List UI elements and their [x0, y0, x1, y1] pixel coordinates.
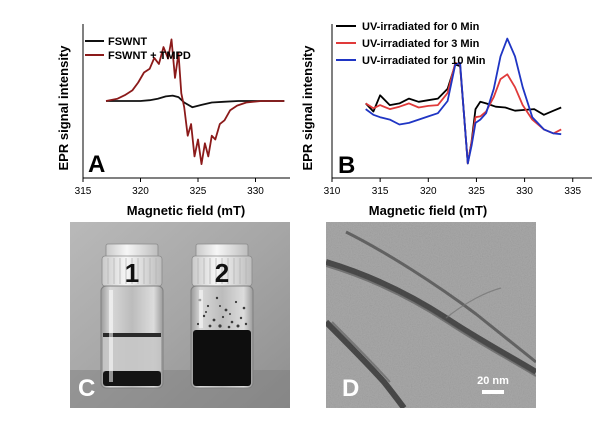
panel-label-d: D [342, 375, 359, 402]
panel-label-c: C [78, 375, 95, 402]
x-tick-label: 325 [190, 186, 207, 197]
legend-b: UV-irradiated for 0 Min UV-irradiated fo… [336, 21, 486, 67]
vial-1-sediment [103, 371, 161, 386]
legend-entry-fswnt-tmpd: FSWNT + TMPD [108, 50, 191, 62]
epr-chart-b: 310 315 320 325 330 335 B Magnetic field (mT)… [300, 21, 592, 218]
legend-entry-fswnt: FSWNT [108, 36, 147, 48]
legend-entry-0min: UV-irradiated for 0 Min [362, 21, 480, 33]
epr-chart-a: 315 320 325 330 A Magnetic field (mT) EPR s… [56, 24, 290, 218]
series-line-a-1 [105, 38, 285, 165]
tem-image-d: 20 nm D [326, 222, 536, 408]
vial-1: 1 [100, 243, 164, 389]
scale-bar [482, 390, 504, 394]
nanotube-bundle-2 [345, 230, 536, 364]
x-tick-label: 335 [564, 186, 581, 197]
x-axis-title-b: Magnetic field (mT) [369, 203, 487, 218]
series-line-a-0 [106, 94, 285, 109]
plot-area-b: 310 315 320 325 330 335 [324, 24, 592, 197]
legend-a: FSWNT FSWNT + TMPD [85, 36, 191, 62]
y-axis-title-b: EPR signal intensity [300, 45, 315, 171]
x-tick-label: 330 [516, 186, 533, 197]
nanotube-bundle-1 [326, 259, 536, 375]
legend-entry-3min: UV-irradiated for 3 Min [362, 38, 480, 50]
nanotube-bundle-3 [326, 319, 407, 408]
vial-photo-c: 1 2 C [70, 222, 290, 408]
x-tick-label: 315 [372, 186, 389, 197]
y-axis-title-a: EPR signal intensity [56, 45, 71, 171]
x-tick-label: 330 [247, 186, 264, 197]
x-tick-label: 315 [75, 186, 92, 197]
vial-label-2: 2 [215, 258, 229, 288]
vial-1-meniscus [103, 333, 161, 337]
x-tick-label: 310 [324, 186, 341, 197]
x-tick-label: 320 [132, 186, 149, 197]
x-tick-label: 325 [468, 186, 485, 197]
scale-bar-label: 20 nm [477, 375, 509, 387]
series-line-b-2 [365, 37, 562, 165]
vial-label-1: 1 [125, 258, 139, 288]
legend-entry-10min: UV-irradiated for 10 Min [362, 55, 486, 67]
x-tick-label: 320 [420, 186, 437, 197]
x-axis-title-a: Magnetic field (mT) [127, 203, 245, 218]
vial-2: 2 [190, 243, 254, 389]
vial-2-dispersion [193, 330, 251, 386]
panel-label-a: A [88, 151, 105, 178]
panel-label-b: B [338, 152, 355, 179]
plot-area-a: 315 320 325 330 [75, 24, 290, 197]
